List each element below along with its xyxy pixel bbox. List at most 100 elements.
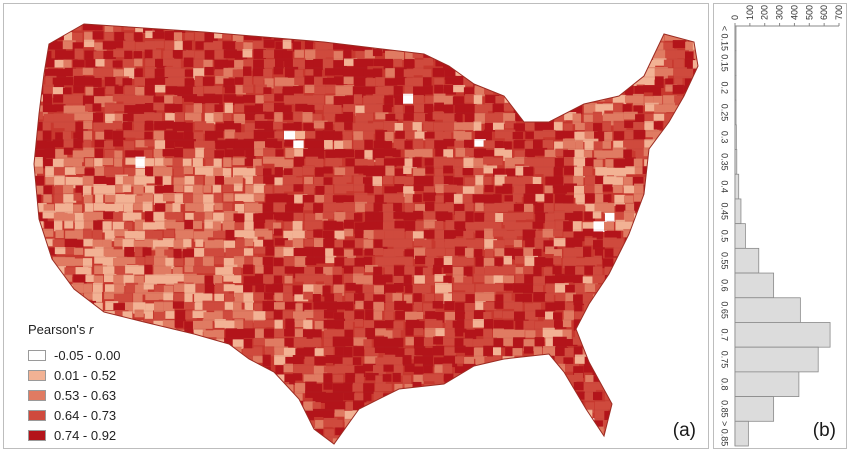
county-cell (194, 75, 204, 87)
county-cell (255, 95, 264, 104)
county-cell (34, 156, 43, 169)
county-cell (665, 319, 674, 330)
county-cell (54, 301, 68, 310)
county-cell (102, 221, 112, 233)
county-cell (504, 237, 516, 246)
county-cell (273, 222, 282, 234)
histogram-bar (734, 297, 801, 323)
county-cell (644, 381, 659, 392)
county-cell (342, 66, 356, 78)
county-cell (135, 408, 145, 417)
county-cell (474, 328, 484, 337)
histogram-bar (734, 198, 742, 225)
county-cell (513, 203, 526, 212)
county-cell (675, 212, 687, 223)
county-cell (214, 256, 227, 265)
county-cell (692, 176, 698, 185)
county-cell (182, 193, 196, 204)
county-cell (363, 275, 375, 287)
county-cell (492, 157, 503, 166)
county-cell (234, 393, 243, 401)
category-label: > 0.85 (720, 421, 730, 446)
county-cell (683, 129, 696, 141)
county-cell (594, 86, 606, 94)
county-cell (663, 157, 678, 169)
county-cell (312, 337, 322, 347)
county-cell (83, 194, 93, 204)
county-cell (673, 138, 685, 147)
county-cell (373, 285, 387, 298)
county-cell (602, 184, 613, 192)
county-cell (52, 77, 65, 90)
county-cell (253, 292, 267, 301)
county-cell (175, 345, 184, 357)
county-cell (153, 426, 165, 439)
county-cell (303, 274, 316, 286)
county-cell (165, 14, 177, 21)
county-cell (284, 195, 297, 205)
county-cell (644, 77, 655, 86)
county-cell (352, 123, 367, 136)
county-cell (255, 264, 264, 274)
county-cell (144, 102, 157, 114)
county-cell (163, 50, 177, 62)
county-cell (465, 13, 479, 24)
county-cell (613, 329, 622, 342)
county-cell (384, 346, 399, 355)
county-cell (134, 219, 145, 231)
county-cell (554, 24, 564, 33)
county-cell (584, 328, 596, 338)
county-cell (314, 102, 323, 110)
county-cell (84, 248, 97, 257)
county-cell (274, 374, 287, 382)
county-cell (414, 321, 425, 330)
county-cell (63, 194, 77, 203)
county-cell (373, 24, 385, 26)
county-cell (283, 347, 297, 358)
county-cell (474, 292, 486, 303)
county-cell (543, 240, 558, 252)
county-cell (285, 356, 294, 366)
county-cell (443, 336, 456, 346)
county-cell (593, 59, 603, 70)
county-cell (244, 310, 255, 321)
county-cell (214, 319, 226, 328)
county-cell (354, 393, 366, 404)
county-cell (253, 158, 262, 169)
county-cell (55, 49, 66, 60)
county-cell (585, 58, 597, 68)
county-cell (554, 67, 564, 77)
county-cell (325, 84, 337, 94)
county-cell (83, 139, 92, 152)
county-cell (534, 95, 543, 106)
county-cell (83, 300, 97, 313)
county-cell (642, 221, 657, 232)
county-cell (465, 373, 478, 384)
county-cell (494, 400, 505, 413)
county-cell (173, 283, 187, 292)
county-cell (554, 273, 565, 286)
county-cell (245, 447, 259, 450)
county-cell (435, 148, 447, 161)
county-cell (113, 166, 124, 174)
county-cell (134, 320, 144, 331)
county-cell (513, 283, 526, 293)
county-cell (303, 347, 316, 358)
county-cell (24, 148, 34, 159)
county-cell (63, 213, 75, 222)
county-cell (233, 24, 244, 27)
county-cell (284, 66, 299, 78)
county-cell (104, 59, 116, 71)
county-cell (455, 329, 464, 337)
county-cell (472, 418, 482, 428)
county-cell (523, 411, 537, 419)
county-cell (383, 120, 397, 132)
county-cell (263, 39, 275, 48)
county-cell (464, 247, 474, 258)
county-cell (474, 212, 486, 224)
county-cell (122, 238, 135, 251)
county-cell (535, 193, 546, 202)
county-cell (163, 329, 178, 337)
county-cell (654, 282, 664, 292)
county-cell (54, 247, 67, 255)
